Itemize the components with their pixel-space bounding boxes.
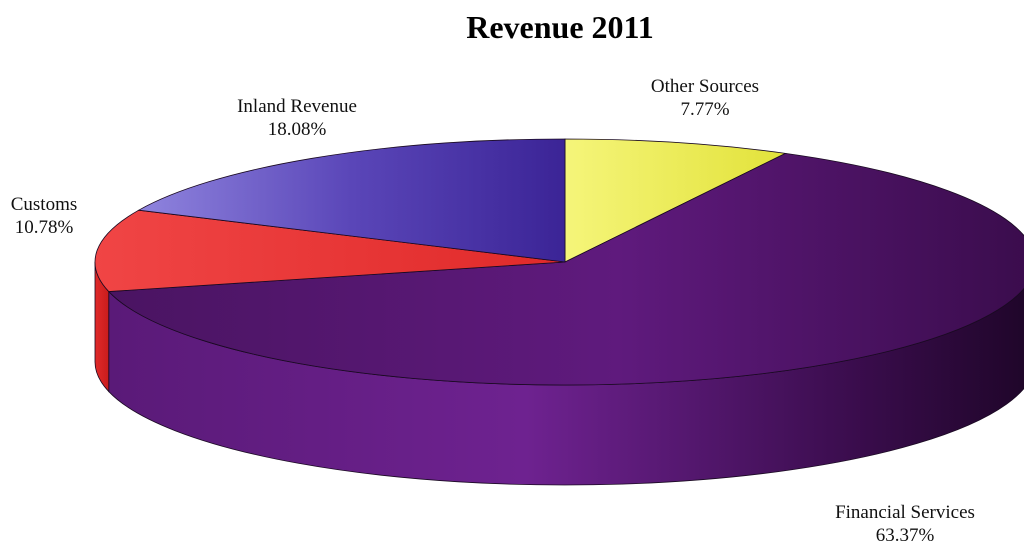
slice-label-other-sources: Other Sources bbox=[651, 76, 759, 97]
pie-slice-financial-services bbox=[107, 152, 1024, 386]
slice-value-financial-services: 63.37% bbox=[876, 525, 935, 546]
pie-slice-other-sources bbox=[564, 138, 787, 263]
pie-slice-inland-revenue bbox=[137, 138, 566, 263]
slice-label-customs: Customs bbox=[11, 194, 78, 215]
pie-slice-customs bbox=[94, 209, 566, 292]
slice-value-other-sources: 7.77% bbox=[680, 99, 729, 120]
pie-top-faces bbox=[94, 138, 1024, 386]
slice-label-financial-services: Financial Services bbox=[835, 502, 975, 523]
slice-value-inland-revenue: 18.08% bbox=[268, 119, 327, 140]
slice-value-customs: 10.78% bbox=[15, 217, 74, 238]
slice-label-inland-revenue: Inland Revenue bbox=[237, 96, 357, 117]
chart-title: Revenue 2011 bbox=[466, 9, 654, 45]
